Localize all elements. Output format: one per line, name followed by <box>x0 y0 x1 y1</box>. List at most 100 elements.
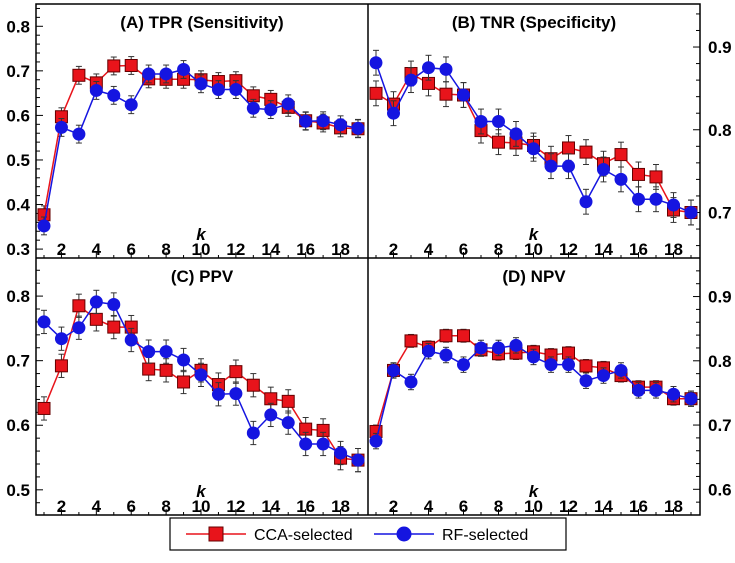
x-tick-label: 14 <box>594 240 613 259</box>
data-point <box>527 142 540 156</box>
data-point <box>544 358 558 372</box>
panel-a: (A) TPR (Sensitivity) 0.3 0.4 0.5 0.6 0.7 0.8 2… <box>6 7 365 259</box>
data-point <box>579 145 593 159</box>
data-point <box>37 401 51 415</box>
data-point <box>404 375 418 389</box>
data-point <box>527 350 540 364</box>
data-point <box>107 59 121 73</box>
x-tick-label: 16 <box>296 240 315 259</box>
data-point <box>142 345 156 359</box>
panel-d: (D) NPV 0.6 0.7 0.8 0.9 2 4 6 8 10 12 14 16 18 k <box>369 257 732 516</box>
x-tick-label: 6 <box>459 497 468 516</box>
data-point <box>562 141 575 155</box>
data-point <box>124 333 138 347</box>
data-point <box>177 353 191 367</box>
data-point <box>439 62 453 76</box>
data-point <box>89 312 103 326</box>
data-point <box>422 61 435 75</box>
data-point <box>351 121 365 135</box>
y-tick-label: 0.8 <box>708 121 732 140</box>
y-tick-label: 0.7 <box>6 352 30 371</box>
data-point <box>107 88 121 102</box>
data-point <box>492 114 505 128</box>
data-point <box>387 106 400 120</box>
y-tick-label: 0.3 <box>6 240 30 259</box>
data-point <box>474 341 488 355</box>
x-tick-label: 18 <box>331 497 350 516</box>
data-point <box>264 103 278 117</box>
x-tick-label: 2 <box>389 240 398 259</box>
data-point <box>439 348 453 362</box>
data-point <box>246 101 260 115</box>
data-point <box>684 392 698 406</box>
x-tick-label: 8 <box>494 497 503 516</box>
data-point <box>281 416 295 430</box>
data-point <box>211 387 225 401</box>
data-point <box>229 387 243 401</box>
data-point <box>281 394 295 408</box>
data-point <box>124 58 138 72</box>
x-tick-label: 12 <box>226 240 245 259</box>
data-point <box>54 359 68 373</box>
x-tick-label: 16 <box>629 497 648 516</box>
data-point <box>404 334 418 348</box>
series-rf <box>369 49 698 226</box>
data-point <box>246 378 260 392</box>
x-tick-label: 2 <box>57 497 66 516</box>
data-point <box>72 299 86 313</box>
y-tick-label: 0.8 <box>6 17 30 36</box>
data-point <box>632 167 645 181</box>
x-tick-label: 18 <box>331 240 350 259</box>
data-point <box>439 329 453 343</box>
data-point <box>562 358 575 372</box>
x-tick-label: 8 <box>161 497 170 516</box>
data-point <box>474 114 488 128</box>
data-point <box>544 159 558 173</box>
data-point <box>54 120 68 134</box>
x-tick-label: 14 <box>261 240 280 259</box>
data-point <box>649 192 663 206</box>
y-tick-label: 0.6 <box>6 106 30 125</box>
data-point <box>667 387 680 401</box>
data-point <box>632 383 645 397</box>
data-point <box>334 118 348 132</box>
data-point <box>509 127 523 141</box>
x-tick-label: 4 <box>92 497 102 516</box>
data-point <box>457 358 470 372</box>
data-point <box>614 363 628 377</box>
data-point <box>597 162 610 176</box>
data-point <box>229 365 243 379</box>
data-point <box>89 295 103 309</box>
data-point <box>667 198 680 212</box>
data-point <box>316 437 330 451</box>
x-tick-label: 14 <box>261 497 280 516</box>
data-point <box>159 363 173 377</box>
data-point <box>316 114 330 128</box>
y-tick-label: 0.7 <box>6 62 30 81</box>
data-point <box>246 426 260 440</box>
x-axis-label: k <box>529 482 540 501</box>
data-point <box>177 375 191 389</box>
data-point <box>299 114 313 128</box>
panel-title: (D) NPV <box>502 267 566 286</box>
x-tick-label: 16 <box>629 240 648 259</box>
data-point <box>387 363 400 377</box>
data-point <box>439 87 453 101</box>
data-point <box>649 383 663 397</box>
x-tick-label: 10 <box>524 240 543 259</box>
panel-title: (A) TPR (Sensitivity) <box>120 13 283 32</box>
x-tick-label: 4 <box>424 240 434 259</box>
data-point <box>142 362 156 376</box>
panel-b: (B) TNR (Specificity) 0.7 0.8 0.9 2 4 6 8 10 12 14… <box>369 13 732 259</box>
x-tick-label: 10 <box>524 497 543 516</box>
data-point <box>369 86 383 100</box>
data-point <box>89 83 103 97</box>
data-point <box>229 83 243 97</box>
y-tick-label: 0.8 <box>708 352 732 371</box>
x-axis-label: k <box>196 225 207 244</box>
y-tick-label: 0.4 <box>6 196 30 215</box>
data-point <box>159 67 173 81</box>
data-point <box>211 83 225 97</box>
panel-title: (C) PPV <box>171 267 234 286</box>
